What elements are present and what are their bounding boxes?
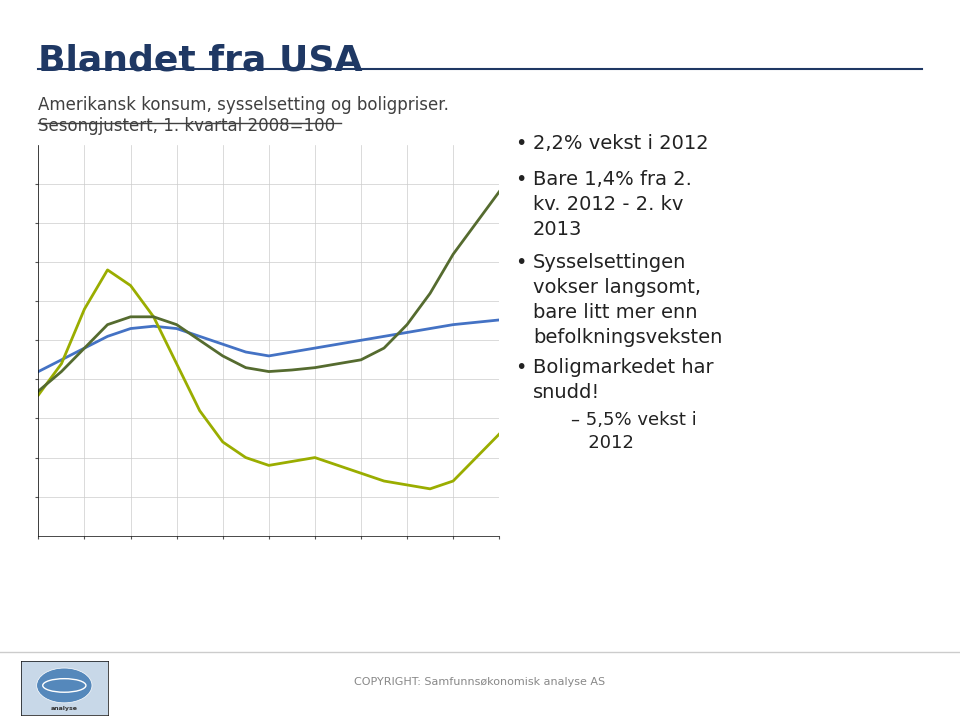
Text: 2,2% vekst i 2012: 2,2% vekst i 2012 xyxy=(533,134,708,153)
Text: Amerikansk konsum, sysselsetting og boligpriser.: Amerikansk konsum, sysselsetting og boli… xyxy=(38,96,449,114)
Text: Blandet fra USA: Blandet fra USA xyxy=(38,43,363,77)
Text: Sesongjustert, 1. kvartal 2008=100: Sesongjustert, 1. kvartal 2008=100 xyxy=(38,117,336,135)
Text: analyse: analyse xyxy=(51,707,78,711)
Text: •: • xyxy=(516,253,527,272)
Text: Sysselsettingen
vokser langsomt,
bare litt mer enn
befolkningsveksten: Sysselsettingen vokser langsomt, bare li… xyxy=(533,253,722,347)
Circle shape xyxy=(36,668,92,703)
Text: COPYRIGHT: Samfunnsøkonomisk analyse AS: COPYRIGHT: Samfunnsøkonomisk analyse AS xyxy=(354,677,606,687)
Text: •: • xyxy=(516,358,527,377)
Text: •: • xyxy=(516,134,527,153)
Text: Boligmarkedet har
snudd!: Boligmarkedet har snudd! xyxy=(533,358,713,403)
Text: – 5,5% vekst i
   2012: – 5,5% vekst i 2012 xyxy=(571,411,697,452)
Text: Bare 1,4% fra 2.
kv. 2012 - 2. kv
2013: Bare 1,4% fra 2. kv. 2012 - 2. kv 2013 xyxy=(533,170,691,239)
Text: •: • xyxy=(516,170,527,189)
